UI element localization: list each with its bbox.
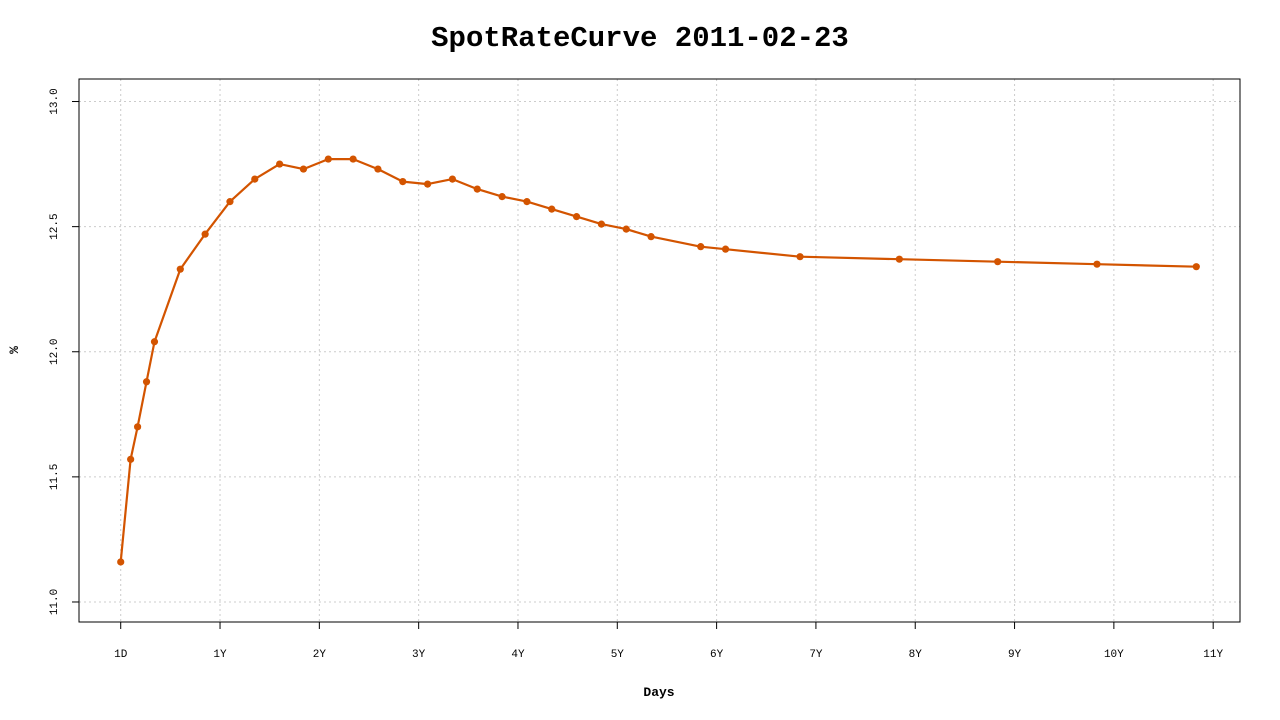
- y-axis-label: %: [7, 346, 22, 354]
- data-point: [523, 198, 531, 206]
- series-line: [119, 158, 1197, 563]
- x-axis-label: Days: [643, 685, 674, 700]
- y-tick-label: 12.0: [49, 339, 61, 365]
- data-point: [201, 230, 209, 238]
- chart-title: SpotRateCurve 2011-02-23: [431, 22, 849, 55]
- x-tick-label: 5Y: [611, 649, 625, 661]
- data-point: [572, 213, 581, 221]
- data-point: [117, 558, 125, 566]
- data-point: [299, 165, 308, 173]
- x-tick-label: 2Y: [313, 649, 327, 661]
- grid-layer: [79, 79, 1240, 622]
- data-point: [251, 175, 259, 183]
- y-tick-label: 12.5: [49, 213, 61, 239]
- data-point: [697, 243, 705, 251]
- data-point: [133, 423, 142, 431]
- data-point: [796, 253, 804, 261]
- x-tick-label: 6Y: [710, 649, 724, 661]
- data-point: [374, 165, 382, 173]
- x-axis: 1D 1Y 2Y 3Y 4Y 5Y 6Y 7Y 8Y 9Y 10Y 11Y: [114, 622, 1223, 661]
- data-point: [647, 233, 655, 241]
- data-point: [448, 175, 457, 183]
- data-point: [597, 220, 606, 228]
- x-tick-label: 11Y: [1203, 649, 1223, 661]
- data-point: [721, 245, 730, 253]
- data-point: [176, 265, 184, 273]
- data-point: [150, 338, 159, 346]
- x-tick-label: 7Y: [809, 649, 823, 661]
- data-point: [399, 177, 407, 186]
- data-point: [994, 258, 1002, 266]
- series-layer: [117, 155, 1200, 566]
- data-point: [548, 205, 556, 213]
- data-point: [324, 155, 332, 163]
- y-tick-label: 11.0: [49, 589, 61, 615]
- y-axis: 11.0 11.5 12.0 12.5 13.0: [49, 88, 79, 615]
- x-tick-label: 10Y: [1104, 649, 1124, 661]
- data-point: [895, 255, 903, 263]
- data-point: [423, 180, 432, 188]
- x-tick-label: 3Y: [412, 649, 426, 661]
- data-point: [349, 155, 357, 163]
- data-point: [142, 378, 151, 386]
- y-tick-label: 11.5: [49, 464, 61, 490]
- data-point: [473, 185, 481, 193]
- y-tick-label: 13.0: [49, 88, 61, 114]
- x-tick-label: 1Y: [213, 649, 227, 661]
- data-point: [276, 160, 284, 168]
- data-point: [226, 198, 234, 206]
- x-tick-label: 8Y: [909, 649, 923, 661]
- x-tick-label: 9Y: [1008, 649, 1022, 661]
- plot-frame: [78, 78, 1241, 623]
- data-point: [498, 193, 506, 201]
- data-point: [127, 455, 135, 463]
- data-point: [1192, 263, 1200, 271]
- data-point: [1093, 260, 1101, 268]
- x-tick-label: 1D: [114, 649, 128, 661]
- x-tick-label: 4Y: [511, 649, 525, 661]
- data-point: [622, 225, 630, 233]
